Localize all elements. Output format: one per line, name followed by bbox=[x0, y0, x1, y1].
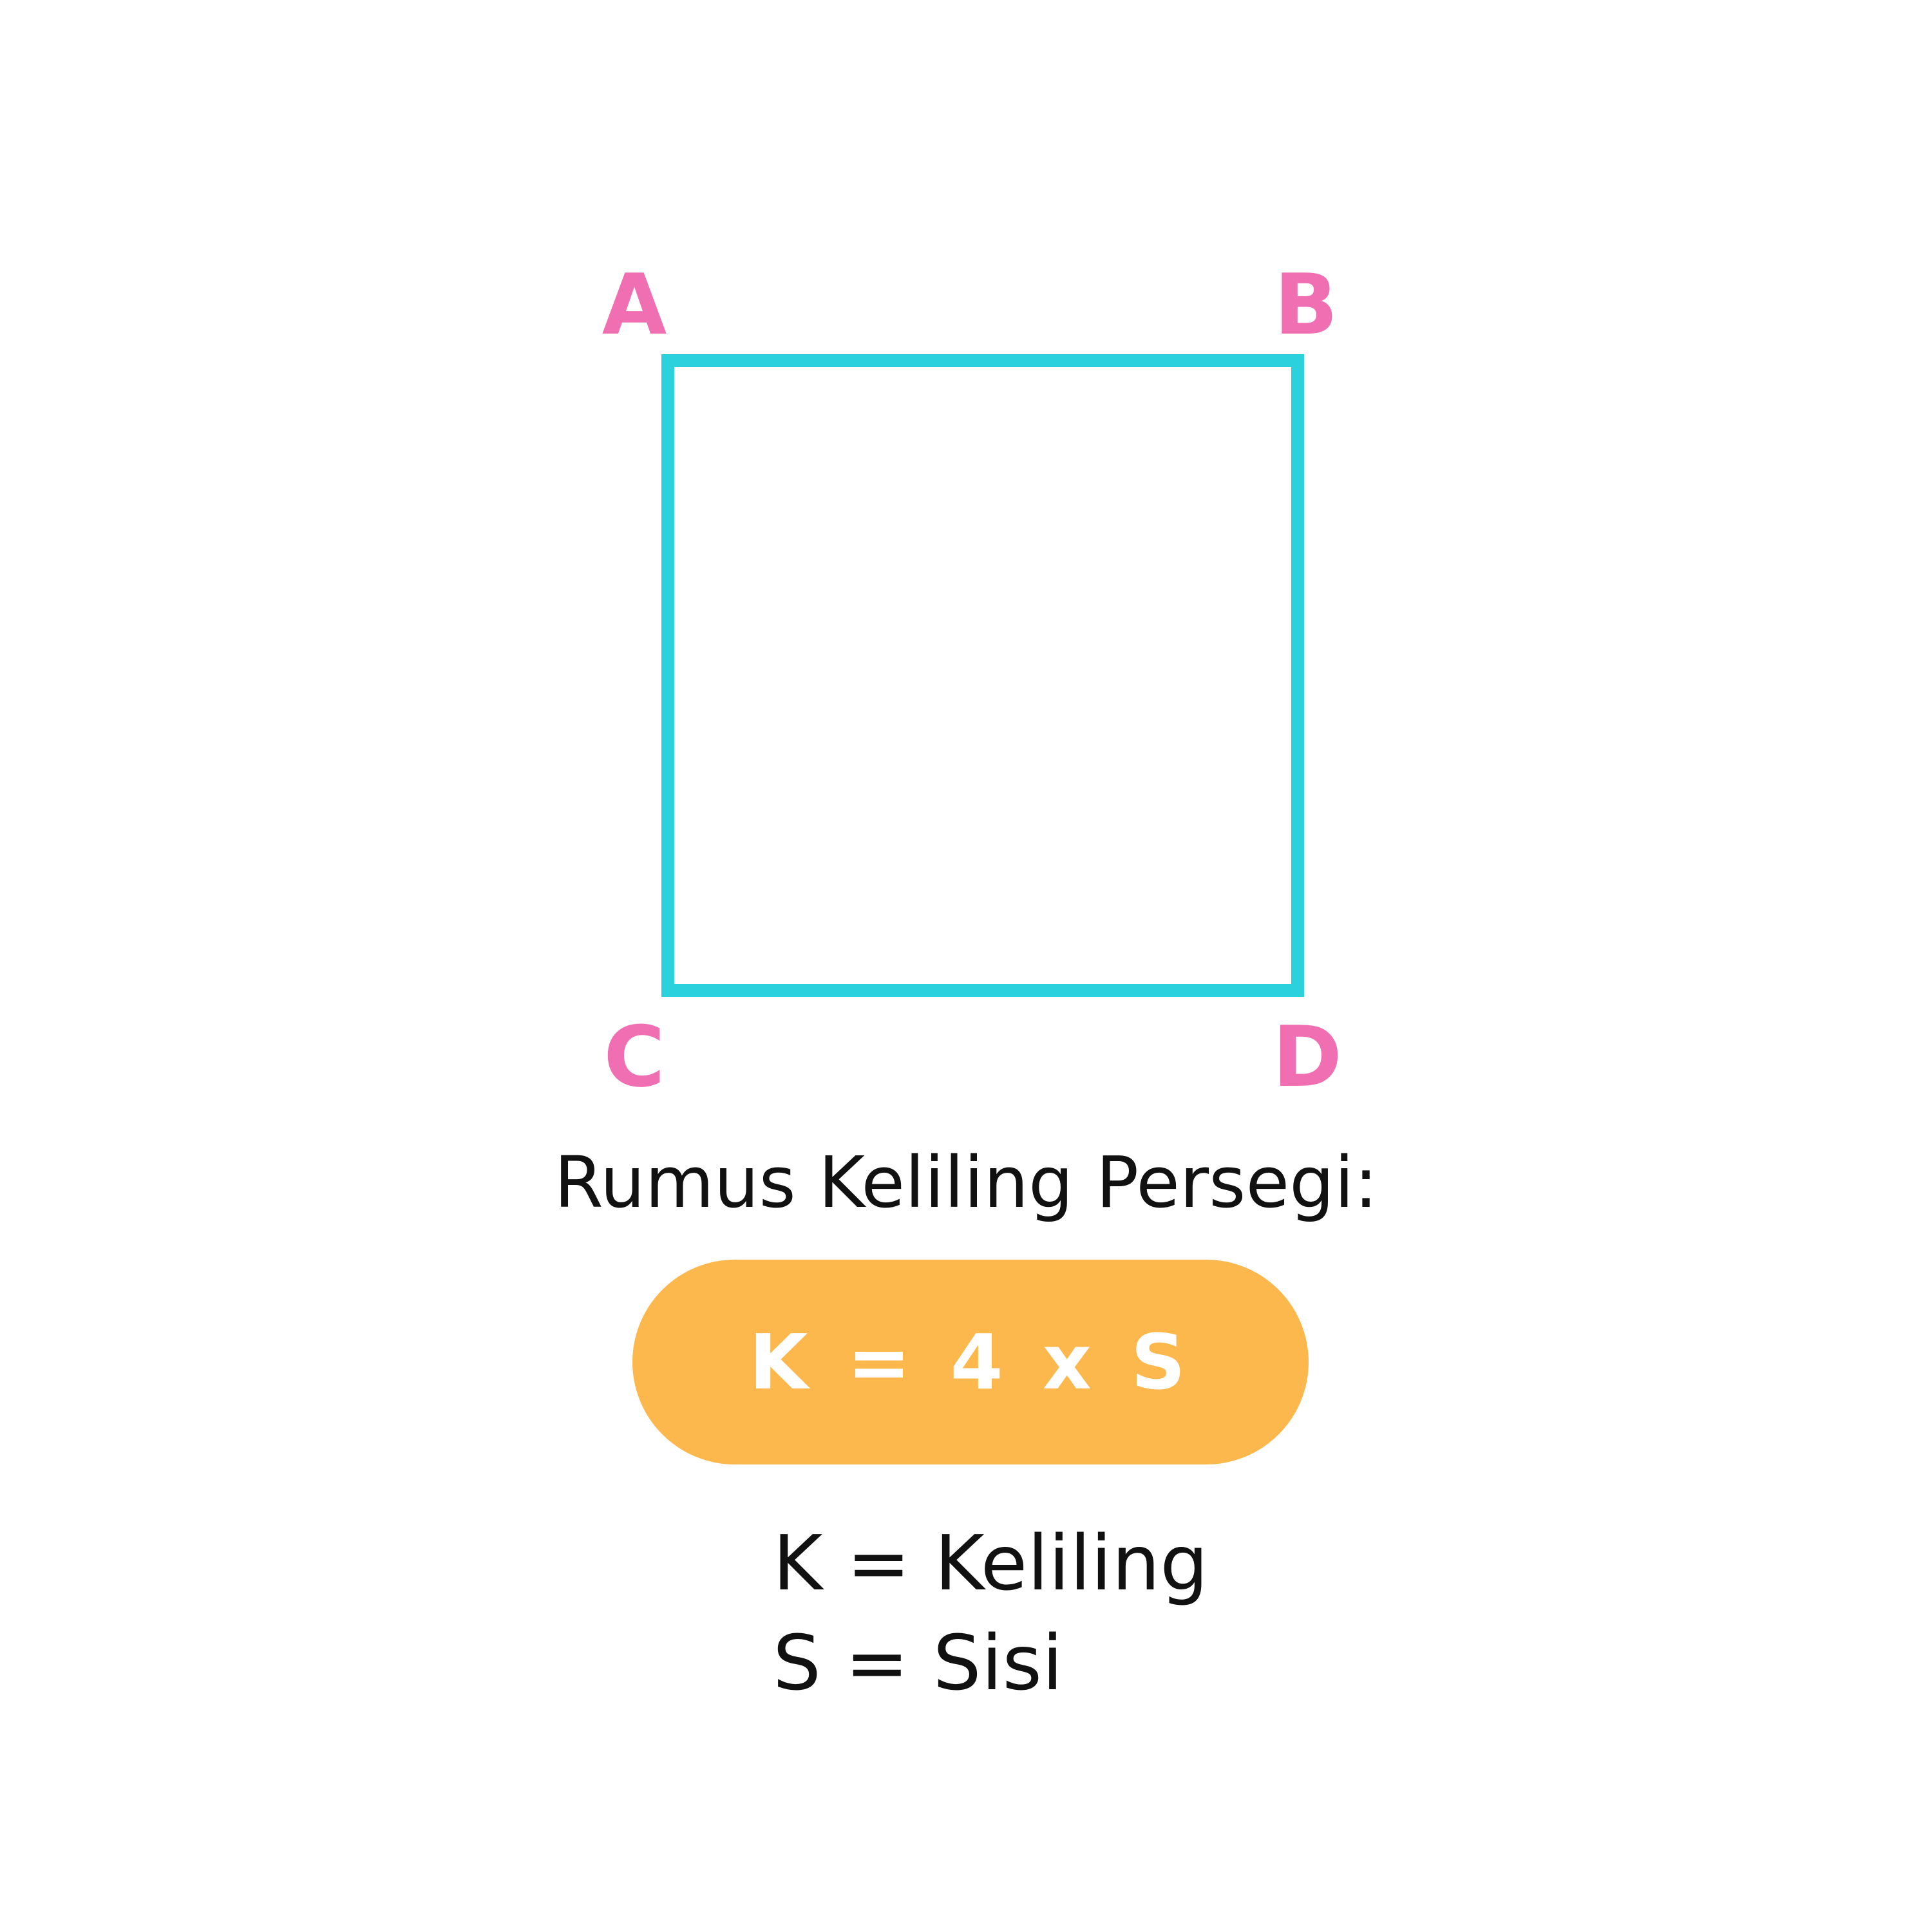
vertex-label-b: B bbox=[1274, 256, 1338, 354]
formula-expression: K = 4 x S bbox=[749, 1318, 1192, 1406]
vertex-label-a: A bbox=[601, 256, 667, 354]
legend: K = Keliling S = Sisi bbox=[773, 1513, 1208, 1713]
vertex-label-d: D bbox=[1273, 1008, 1342, 1106]
formula-title: Rumus Keliling Persegi: bbox=[554, 1141, 1378, 1224]
formula-pill: K = 4 x S bbox=[632, 1260, 1309, 1464]
legend-item-sisi: S = Sisi bbox=[773, 1618, 1063, 1707]
square-shape bbox=[661, 354, 1304, 997]
vertex-label-c: C bbox=[603, 1008, 665, 1106]
legend-item-keliling: K = Keliling bbox=[773, 1519, 1209, 1607]
